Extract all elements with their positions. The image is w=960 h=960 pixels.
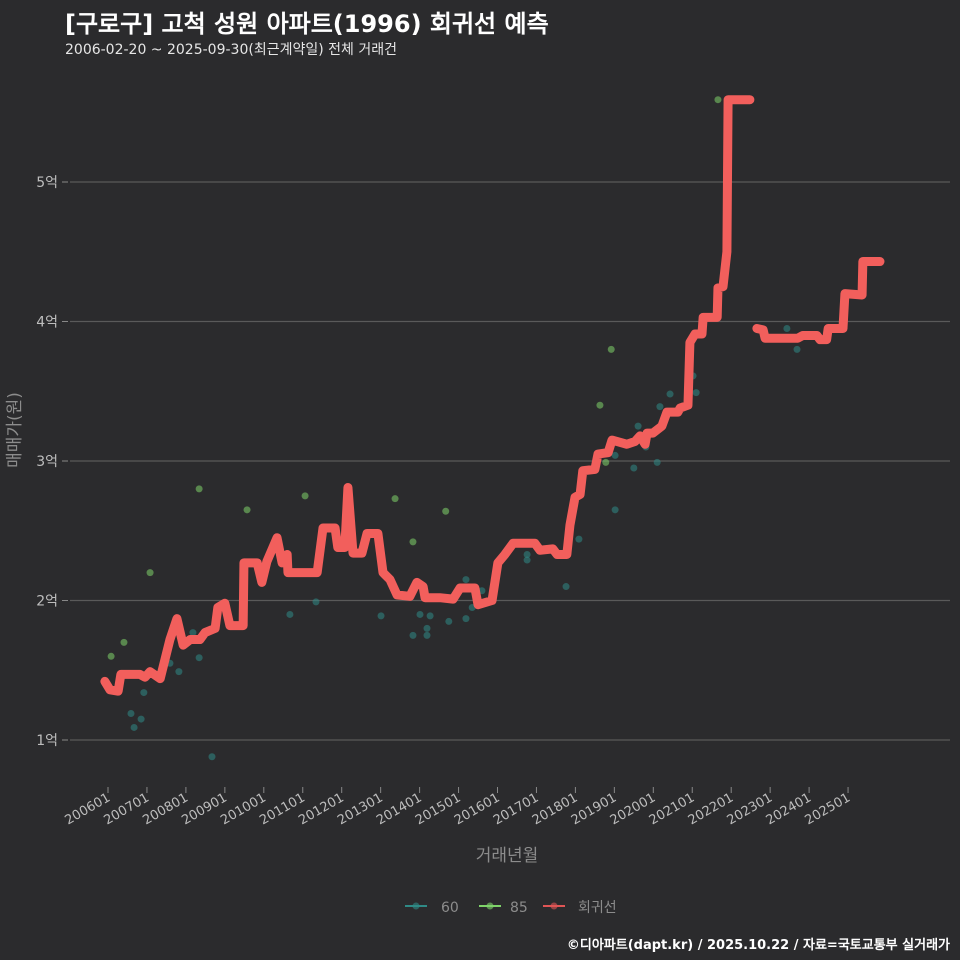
scatter-point-60 bbox=[426, 612, 434, 620]
scatter-point-85 bbox=[714, 96, 722, 104]
scatter-point-85 bbox=[391, 495, 399, 503]
scatter-point-85 bbox=[243, 506, 251, 514]
scatter-point-60 bbox=[783, 324, 791, 332]
scatter-point-60 bbox=[208, 753, 216, 761]
scatter-point-85 bbox=[409, 538, 417, 546]
legend-swatch-point bbox=[412, 902, 420, 910]
scatter-point-85 bbox=[607, 345, 615, 353]
scatter-point-60 bbox=[140, 689, 148, 697]
x-tick-label: 202501 bbox=[803, 790, 853, 828]
scatter-point-60 bbox=[611, 506, 619, 514]
y-tick-label: 2억 bbox=[36, 594, 58, 610]
scatter-point-60 bbox=[523, 550, 531, 558]
scatter-point-60 bbox=[130, 723, 138, 731]
scatter-point-60 bbox=[462, 576, 470, 584]
scatter-point-85 bbox=[195, 485, 203, 493]
scatter-point-60 bbox=[175, 668, 183, 676]
legend-label: 60 bbox=[441, 900, 459, 916]
scatter-point-60 bbox=[562, 583, 570, 591]
scatter-point-60 bbox=[377, 612, 385, 620]
y-axis-title: 매매가(원) bbox=[5, 392, 25, 468]
scatter-point-85 bbox=[602, 458, 610, 466]
scatter-point-60 bbox=[666, 390, 674, 398]
scatter-point-60 bbox=[656, 403, 664, 411]
regression-line bbox=[100, 95, 755, 696]
scatter-point-60 bbox=[409, 631, 417, 639]
scatter-point-60 bbox=[634, 422, 642, 430]
y-tick-label: 1억 bbox=[36, 733, 58, 749]
scatter-point-60 bbox=[462, 615, 470, 623]
legend: 60 85 회귀선 bbox=[405, 900, 617, 916]
scatter-point-85 bbox=[107, 652, 115, 660]
chart-title: [구로구] 고척 성원 아파트(1996) 회귀선 예측 bbox=[65, 10, 549, 38]
scatter-point-60 bbox=[692, 389, 700, 397]
scatter-point-85 bbox=[120, 638, 128, 646]
scatter-point-60 bbox=[416, 610, 424, 618]
legend-swatch-point bbox=[550, 902, 558, 910]
scatter-point-60 bbox=[189, 629, 197, 637]
scatter-point-60 bbox=[630, 464, 638, 472]
legend-label: 85 bbox=[510, 900, 528, 916]
scatter-point-60 bbox=[312, 598, 320, 606]
scatter-point-60 bbox=[523, 556, 531, 564]
scatter-point-60 bbox=[653, 458, 661, 466]
y-tick-label: 5억 bbox=[36, 175, 58, 191]
scatter-point-85 bbox=[596, 401, 604, 409]
legend-label: 회귀선 bbox=[578, 900, 617, 916]
scatter-point-60 bbox=[137, 715, 145, 723]
scatter-point-85 bbox=[146, 569, 154, 577]
scatter-point-85 bbox=[301, 492, 309, 500]
scatter-point-60 bbox=[445, 617, 453, 625]
scatter-point-60 bbox=[127, 709, 135, 717]
scatter-point-60 bbox=[195, 654, 203, 662]
scatter-point-60 bbox=[611, 451, 619, 459]
y-tick-label: 3억 bbox=[36, 454, 58, 470]
y-tick-label: 4억 bbox=[36, 315, 58, 331]
x-axis-title: 거래년월 bbox=[476, 846, 539, 866]
scatter-point-60 bbox=[423, 624, 431, 632]
scatter-point-85 bbox=[442, 507, 450, 515]
regression-line bbox=[752, 257, 885, 345]
legend-swatch-point bbox=[486, 902, 494, 910]
scatter-point-60 bbox=[793, 345, 801, 353]
scatter-point-60 bbox=[286, 610, 294, 618]
scatter-point-60 bbox=[423, 631, 431, 639]
chart-subtitle: 2006-02-20 ~ 2025-09-30(최근계약일) 전체 거래건 bbox=[65, 42, 397, 58]
source-credit: ©디아파트(dapt.kr) / 2025.10.22 / 자료=국토교통부 실… bbox=[566, 938, 950, 953]
scatter-point-60 bbox=[575, 535, 583, 543]
